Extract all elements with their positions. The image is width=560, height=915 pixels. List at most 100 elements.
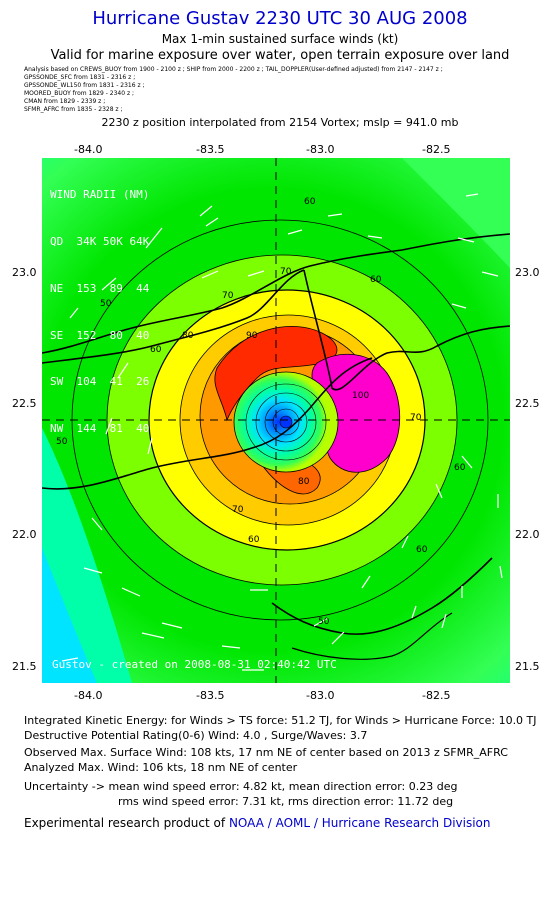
- lon-label-bottom: -82.5: [422, 689, 451, 702]
- map-subtitle-validity: Valid for marine exposure over water, op…: [50, 48, 510, 63]
- contour-label: 50: [318, 617, 330, 627]
- wind-arrow: [401, 535, 409, 549]
- wind-arrow: [205, 217, 219, 227]
- lon-label-top: -83.5: [196, 143, 225, 156]
- wind-arrow: [91, 517, 103, 531]
- coastline-south: [42, 357, 373, 490]
- contour-label: 70: [222, 291, 234, 301]
- wind-radii-row: NE 153 89 44: [50, 281, 150, 295]
- lat-label-right: 21.5: [515, 660, 540, 673]
- contour-label: 60: [150, 345, 162, 355]
- analysis-line: CMAN from 1829 - 2339 z ;: [24, 98, 106, 106]
- footer-credit: Experimental research product of NOAA / …: [24, 816, 491, 830]
- analysis-line: SFMR_AFRC from 1835 - 2328 z ;: [24, 106, 123, 114]
- wind-arrow: [481, 271, 499, 277]
- lon-label-bottom: -83.5: [196, 689, 225, 702]
- lat-label-right: 22.0: [515, 528, 540, 541]
- dpr-line: Destructive Potential Rating(0-6) Wind: …: [24, 729, 368, 742]
- wind-field-map: 60 50 60 70 80 90 70 100 70 60 80 70 60 …: [42, 158, 510, 683]
- wind-arrow: [499, 565, 503, 579]
- wind-arrow: [327, 213, 343, 217]
- wind-arrow: [361, 575, 371, 589]
- analysis-line: MOORED_BUOY from 1829 - 2340 z ;: [24, 90, 135, 98]
- lon-label-top: -84.0: [74, 143, 103, 156]
- contour-label: 60: [248, 535, 260, 545]
- wind-radii-row: SE 152 80 40: [50, 328, 150, 342]
- lon-label-bottom: -84.0: [74, 689, 103, 702]
- analysis-line: Analysis based on CREWS_BUOY from 1900 -…: [24, 66, 443, 73]
- coastline-north: [42, 233, 510, 354]
- wind-arrow: [411, 605, 417, 619]
- wind-arrow: [441, 613, 447, 629]
- contour-label: 50: [56, 437, 68, 447]
- lon-label-bottom: -83.0: [306, 689, 335, 702]
- contour-label: 70: [280, 267, 292, 277]
- contour-label: 80: [182, 331, 194, 341]
- contour-label: 60: [370, 275, 382, 285]
- wind-arrow: [451, 303, 467, 309]
- contour-label: 70: [410, 413, 422, 423]
- uncertainty-rms: rms wind speed error: 7.31 kt, rms direc…: [118, 795, 454, 808]
- wind-arrow: [141, 632, 165, 639]
- position-note: 2230 z position interpolated from 2154 V…: [101, 116, 459, 129]
- contour-label: 80: [298, 477, 310, 487]
- lat-label-left: 22.5: [12, 397, 37, 410]
- lat-label-left: 23.0: [12, 266, 37, 279]
- wind-radii-row: SW 104 41 26: [50, 375, 150, 389]
- contour-label: 70: [232, 505, 244, 515]
- lat-label-left: 21.5: [12, 660, 37, 673]
- wind-arrow: [83, 567, 103, 574]
- lon-label-top: -83.0: [306, 143, 335, 156]
- wind-arrow: [461, 455, 473, 469]
- wind-radii-table: WIND RADII (NM) QD 34K 50K 64K NE 153 89…: [50, 156, 149, 452]
- wind-arrow: [201, 270, 219, 279]
- map-subtitle-units: Max 1-min sustained surface winds (kt): [161, 32, 399, 46]
- wind-arrow: [69, 307, 79, 319]
- coastline-isle: [271, 557, 493, 635]
- analysis-sources: Analysis based on CREWS_BUOY from 1900 -…: [24, 66, 443, 115]
- contour-label: 60: [304, 197, 316, 207]
- wind-arrow: [287, 229, 303, 235]
- analysis-line: GPSSONDE_SFC from 1831 - 2316 z ;: [24, 74, 136, 82]
- coastline-main: [42, 269, 510, 391]
- wind-arrow: [161, 622, 183, 629]
- wind-arrow: [435, 483, 443, 499]
- wind-arrow: [61, 657, 79, 662]
- wind-arrow: [145, 227, 163, 249]
- lowest-wind-sw-zone: [42, 548, 97, 683]
- wind-radii-header: QD 34K 50K 64K: [50, 234, 150, 248]
- ike-line: Integrated Kinetic Energy: for Winds > T…: [24, 714, 537, 727]
- contour-label: 50: [100, 299, 112, 309]
- lat-label-left: 22.0: [12, 528, 37, 541]
- wind-arrows: [61, 193, 503, 671]
- wind-arrow: [331, 631, 345, 645]
- contour-label: 60: [454, 463, 466, 473]
- wind-arrow: [313, 617, 329, 627]
- wind-arrow: [117, 362, 129, 379]
- wind-arrow: [221, 645, 241, 649]
- low-wind-ne-zone: [402, 158, 510, 268]
- uncertainty-mean: Uncertainty -> mean wind speed error: 4.…: [24, 780, 458, 793]
- analysis-line: GPSSONDE_WL150 from 1831 - 2316 z ;: [24, 82, 145, 90]
- map-credit: Gustov - created on 2008-08-31 02:40:42 …: [52, 658, 337, 671]
- wind-radii-title: WIND RADII (NM): [50, 188, 150, 202]
- wind-arrow: [147, 437, 153, 455]
- observed-max-wind: Observed Max. Surface Wind: 108 kts, 17 …: [24, 746, 508, 759]
- map-title: Hurricane Gustav 2230 UTC 30 AUG 2008: [92, 8, 468, 29]
- lon-label-top: -82.5: [422, 143, 451, 156]
- lat-label-right: 22.5: [515, 397, 540, 410]
- wind-radii-row: NW 144 81 40: [50, 422, 150, 436]
- lat-label-right: 23.0: [515, 266, 540, 279]
- wind-arrow: [105, 417, 113, 435]
- contour-label: 60: [416, 545, 428, 555]
- wind-arrow: [247, 270, 265, 277]
- analyzed-max-wind: Analyzed Max. Wind: 106 kts, 18 nm NE of…: [24, 761, 298, 774]
- wind-arrow: [465, 193, 479, 197]
- coastline-isle-south: [291, 612, 453, 660]
- wind-arrow: [101, 277, 117, 291]
- hrd-link[interactable]: NOAA / AOML / Hurricane Research Divisio…: [228, 816, 491, 830]
- wind-arrow: [367, 235, 383, 239]
- wind-arrow: [457, 237, 475, 243]
- contour-label: 100: [352, 391, 369, 401]
- wind-arrow: [199, 205, 213, 217]
